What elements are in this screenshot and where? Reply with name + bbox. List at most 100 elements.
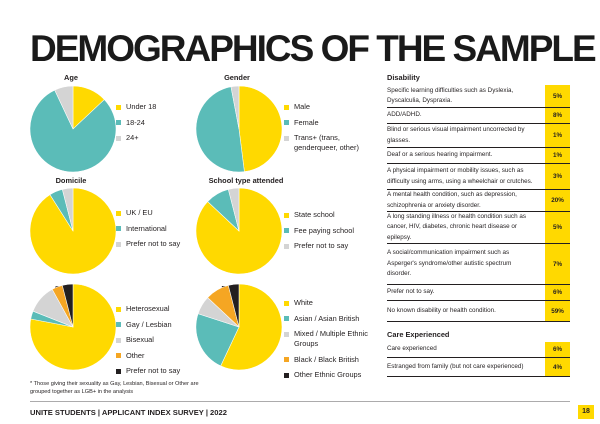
ethnicity-legend-item: Black / Black British [284, 355, 372, 365]
footnote: * Those giving their sexuality as Gay, L… [30, 381, 199, 395]
school-legend-item: Prefer not to say [284, 241, 372, 251]
disability-value: 8% [545, 108, 570, 123]
domicile-pie-chart [30, 188, 116, 274]
legend-label: Bisexual [126, 335, 154, 344]
disability-row: ADD/ADHD. 8% [387, 108, 570, 124]
disability-label: A long standing illness or health condit… [387, 212, 526, 241]
disability-row: A long standing illness or health condit… [387, 212, 570, 244]
legend-swatch [284, 357, 289, 362]
domicile-legend-item: International [116, 224, 204, 234]
ethnicity-slice-5 [227, 284, 240, 328]
legend-swatch [284, 228, 289, 233]
disability-value: 7% [545, 244, 570, 284]
disability-value: 1% [545, 148, 570, 163]
legend-label: Black / Black British [294, 354, 359, 364]
gender-slice-1 [238, 86, 282, 172]
ethnicity-legend-item: White [284, 298, 372, 308]
footer-text: UNITE STUDENTS | APPLICANT INDEX SURVEY … [30, 408, 227, 417]
ethnicity-legend-item: Mixed / Multiple Ethnic Groups [284, 329, 372, 349]
sexuality-legend-item: Other [116, 351, 204, 361]
legend-swatch [116, 135, 121, 141]
gender-slice-3 [230, 86, 240, 130]
age-legend: Under 18 18-24 24+ [116, 102, 204, 149]
sexuality-slice-5 [61, 284, 74, 328]
legend-label: Other [126, 350, 145, 360]
disability-label: Blind or serious visual impairment uncor… [387, 126, 525, 144]
disability-row: A physical impairment or mobility issues… [387, 164, 570, 190]
ethnicity-legend-item: Other Ethnic Groups [284, 370, 372, 380]
disability-value: 6% [545, 285, 570, 300]
legend-swatch [116, 226, 121, 231]
school-slice-3 [227, 188, 240, 232]
care-row: Estranged from family (but not care expe… [387, 358, 570, 377]
legend-swatch [284, 331, 289, 337]
domicile-legend-item: UK / EU [116, 208, 204, 218]
legend-swatch [116, 306, 121, 312]
gender-legend-item: Female [284, 118, 372, 128]
legend-label: 24+ [126, 133, 139, 142]
sexuality-legend-item: Bisexual [116, 335, 204, 345]
disability-row: Blind or serious visual impairment uncor… [387, 124, 570, 148]
disability-row: A mental health condition, such as depre… [387, 190, 570, 212]
legend-label: Mixed / Multiple Ethnic Groups [294, 329, 368, 348]
legend-swatch [116, 353, 121, 358]
care-value: 6% [545, 342, 570, 357]
legend-label: UK / EU [126, 208, 153, 217]
domicile-legend-item: Prefer not to say [116, 239, 204, 249]
disability-row: A social/communication impairment such a… [387, 244, 570, 285]
disability-value: 3% [545, 164, 570, 189]
school-pie-chart [196, 188, 282, 274]
age-slice-3 [54, 86, 74, 130]
legend-swatch [116, 337, 121, 343]
legend-swatch [284, 104, 289, 110]
legend-label: White [294, 298, 313, 307]
age-legend-item: Under 18 [116, 102, 204, 112]
age-chart-title: Age [64, 73, 78, 82]
disability-label: Prefer not to say. [387, 288, 435, 296]
legend-swatch [116, 210, 121, 216]
care-heading: Care Experienced [387, 330, 450, 339]
legend-label: Gay / Lesbian [126, 319, 172, 329]
legend-label: Heterosexual [126, 304, 170, 313]
age-slice-2 [30, 89, 116, 172]
age-legend-item: 24+ [116, 133, 204, 143]
sexuality-legend-item: Gay / Lesbian [116, 320, 204, 330]
ethnicity-legend: White Asian / Asian British Mixed / Multip… [284, 298, 372, 386]
age-pie-chart [30, 86, 116, 172]
ethnicity-slice-2 [196, 313, 240, 367]
legend-label: Under 18 [126, 102, 157, 111]
disability-label: A physical impairment or mobility issues… [387, 167, 533, 185]
page-number: 18 [578, 405, 594, 419]
ethnicity-legend-item: Asian / Asian British [284, 314, 372, 324]
school-chart-title: School type attended [208, 176, 284, 185]
sexuality-legend: Heterosexual Gay / Lesbian Bisexual Other Pr… [116, 304, 204, 382]
domicile-slice-3 [61, 188, 74, 232]
disability-row: Deaf or a serious hearing impairment. 1% [387, 148, 570, 164]
legend-swatch [284, 316, 289, 321]
gender-pie-chart [196, 86, 282, 172]
legend-swatch [284, 372, 289, 378]
disability-value: 20% [545, 190, 570, 211]
domicile-chart-title: Domicile [55, 176, 87, 185]
legend-label: Fee paying school [294, 225, 354, 235]
disability-row: Specific learning difficulties such as D… [387, 85, 570, 108]
disability-value: 1% [545, 124, 570, 147]
legend-swatch [284, 120, 289, 125]
legend-swatch [116, 120, 121, 125]
legend-label: Other Ethnic Groups [294, 370, 362, 379]
school-legend-item: State school [284, 210, 372, 220]
page-title: DEMOGRAPHICS OF THE SAMPLE [30, 28, 597, 69]
legend-label: Female [294, 117, 319, 127]
sexuality-legend-item: Prefer not to say [116, 366, 204, 376]
legend-swatch [116, 322, 121, 327]
disability-value: 5% [545, 85, 570, 107]
domicile-legend: UK / EU International Prefer not to say [116, 208, 204, 255]
disability-label: ADD/ADHD. [387, 111, 422, 119]
care-label: Estranged from family (but not care expe… [387, 362, 524, 370]
ethnicity-slice-1 [220, 284, 282, 370]
disability-label: Specific learning difficulties such as D… [387, 86, 514, 105]
legend-swatch [284, 243, 289, 249]
gender-legend-item: Male [284, 102, 372, 112]
legend-swatch [116, 104, 121, 110]
legend-swatch [284, 212, 289, 218]
